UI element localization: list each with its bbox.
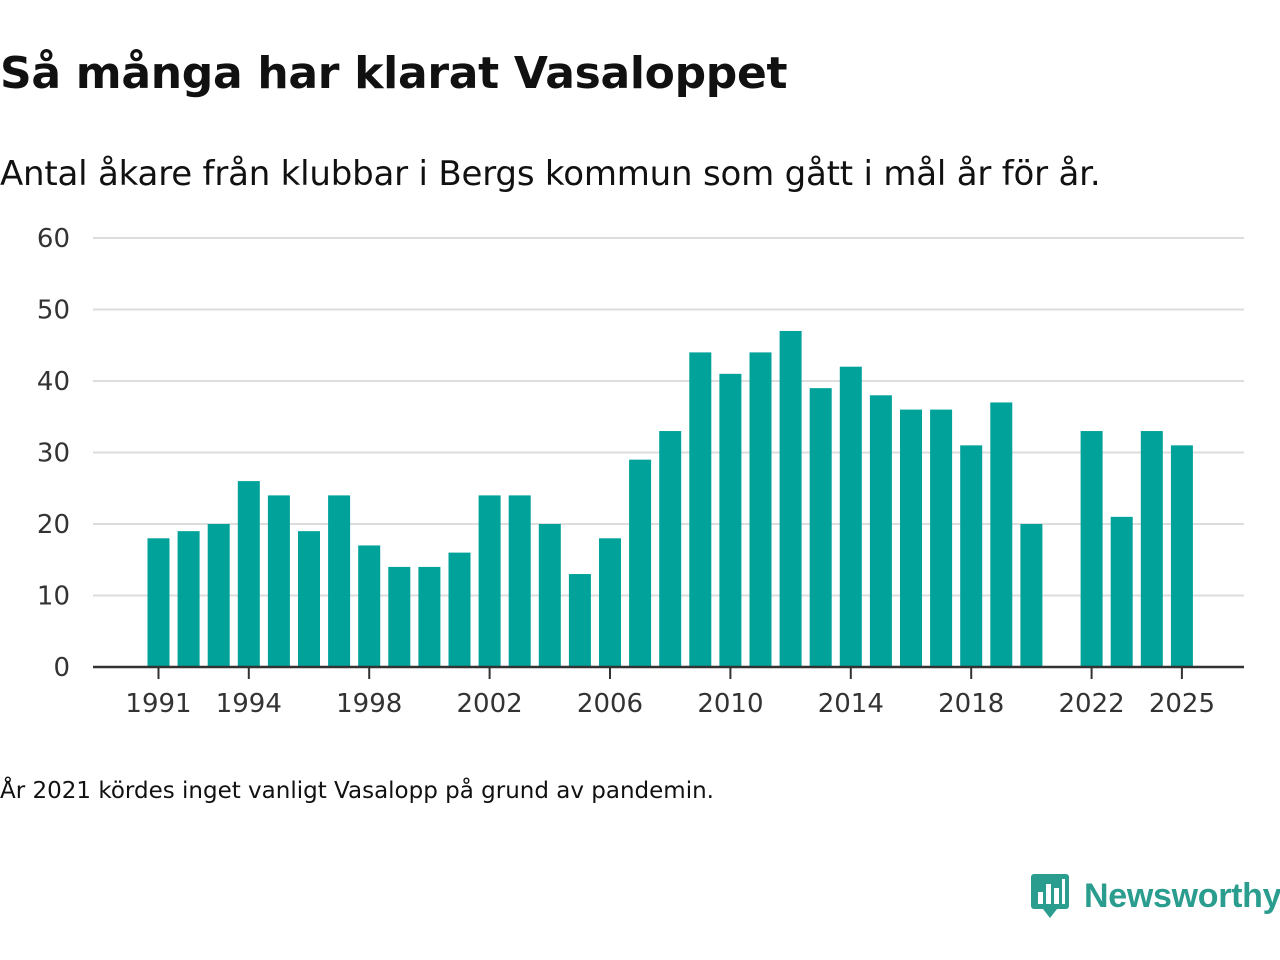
x-tick-label: 2002 [457, 689, 523, 719]
x-tick-label: 1991 [125, 689, 191, 719]
x-tick-label: 2022 [1059, 689, 1125, 719]
bar [1080, 431, 1103, 667]
x-tick-label: 1998 [336, 689, 402, 719]
y-axis-ticks: 0 10 20 30 40 50 60 [37, 224, 70, 683]
y-tick-label: 50 [37, 296, 70, 326]
x-tick-label: 2018 [938, 689, 1004, 719]
bar [418, 566, 441, 667]
x-axis-ticks: 1991 1994 1998 2002 2006 2010 2014 2018 2022 2025 [125, 667, 1215, 719]
bar [538, 524, 561, 667]
y-tick-label: 0 [53, 653, 70, 683]
bar [839, 366, 862, 667]
bar [328, 495, 351, 667]
bar [388, 566, 411, 667]
bar [659, 431, 682, 667]
footnote: År 2021 kördes inget vanligt Vasalopp på… [0, 778, 714, 804]
brand-name: Newsworthy [1084, 876, 1280, 915]
bar [629, 459, 652, 667]
bar [749, 352, 772, 667]
bar [237, 481, 260, 667]
bar [930, 409, 953, 667]
bar [809, 388, 832, 667]
x-tick-label: 2010 [697, 689, 763, 719]
x-tick-label: 2014 [818, 689, 884, 719]
x-tick-label: 2006 [577, 689, 643, 719]
newsworthy-logo[interactable]: Newsworthy [1030, 870, 1280, 922]
bar-chart: 0 10 20 30 40 50 60 1991 1994 1998 2002 2006 2010 20… [37, 224, 1244, 719]
bar [298, 531, 320, 667]
newsworthy-logo-icon [1031, 874, 1069, 918]
y-tick-label: 40 [37, 367, 70, 397]
bar [719, 373, 742, 667]
bar [358, 545, 381, 667]
bar [599, 538, 621, 667]
y-tick-label: 60 [37, 224, 70, 254]
x-tick-label: 1994 [216, 689, 282, 719]
y-tick-label: 20 [37, 510, 70, 540]
bar [990, 402, 1013, 667]
bar [1020, 524, 1043, 667]
bar [147, 538, 170, 667]
bar [207, 524, 230, 667]
y-tick-label: 30 [37, 439, 70, 469]
bar [177, 531, 200, 667]
chart-title: Så många har klarat Vasaloppet [0, 48, 788, 99]
bar [448, 552, 471, 667]
bar [960, 445, 983, 667]
bar [267, 495, 290, 667]
bar [478, 495, 501, 667]
x-tick-label: 2025 [1149, 689, 1215, 719]
bar [689, 352, 712, 667]
chart-subtitle: Antal åkare från klubbar i Bergs kommun … [0, 154, 1101, 194]
bar [900, 409, 922, 667]
bar [779, 330, 802, 667]
bar [1170, 445, 1193, 667]
bar [869, 395, 892, 667]
bar [568, 574, 591, 667]
bars [147, 330, 1193, 667]
bar [1110, 516, 1133, 667]
y-tick-label: 10 [37, 582, 70, 612]
bar [1140, 431, 1163, 667]
bar [508, 495, 531, 667]
